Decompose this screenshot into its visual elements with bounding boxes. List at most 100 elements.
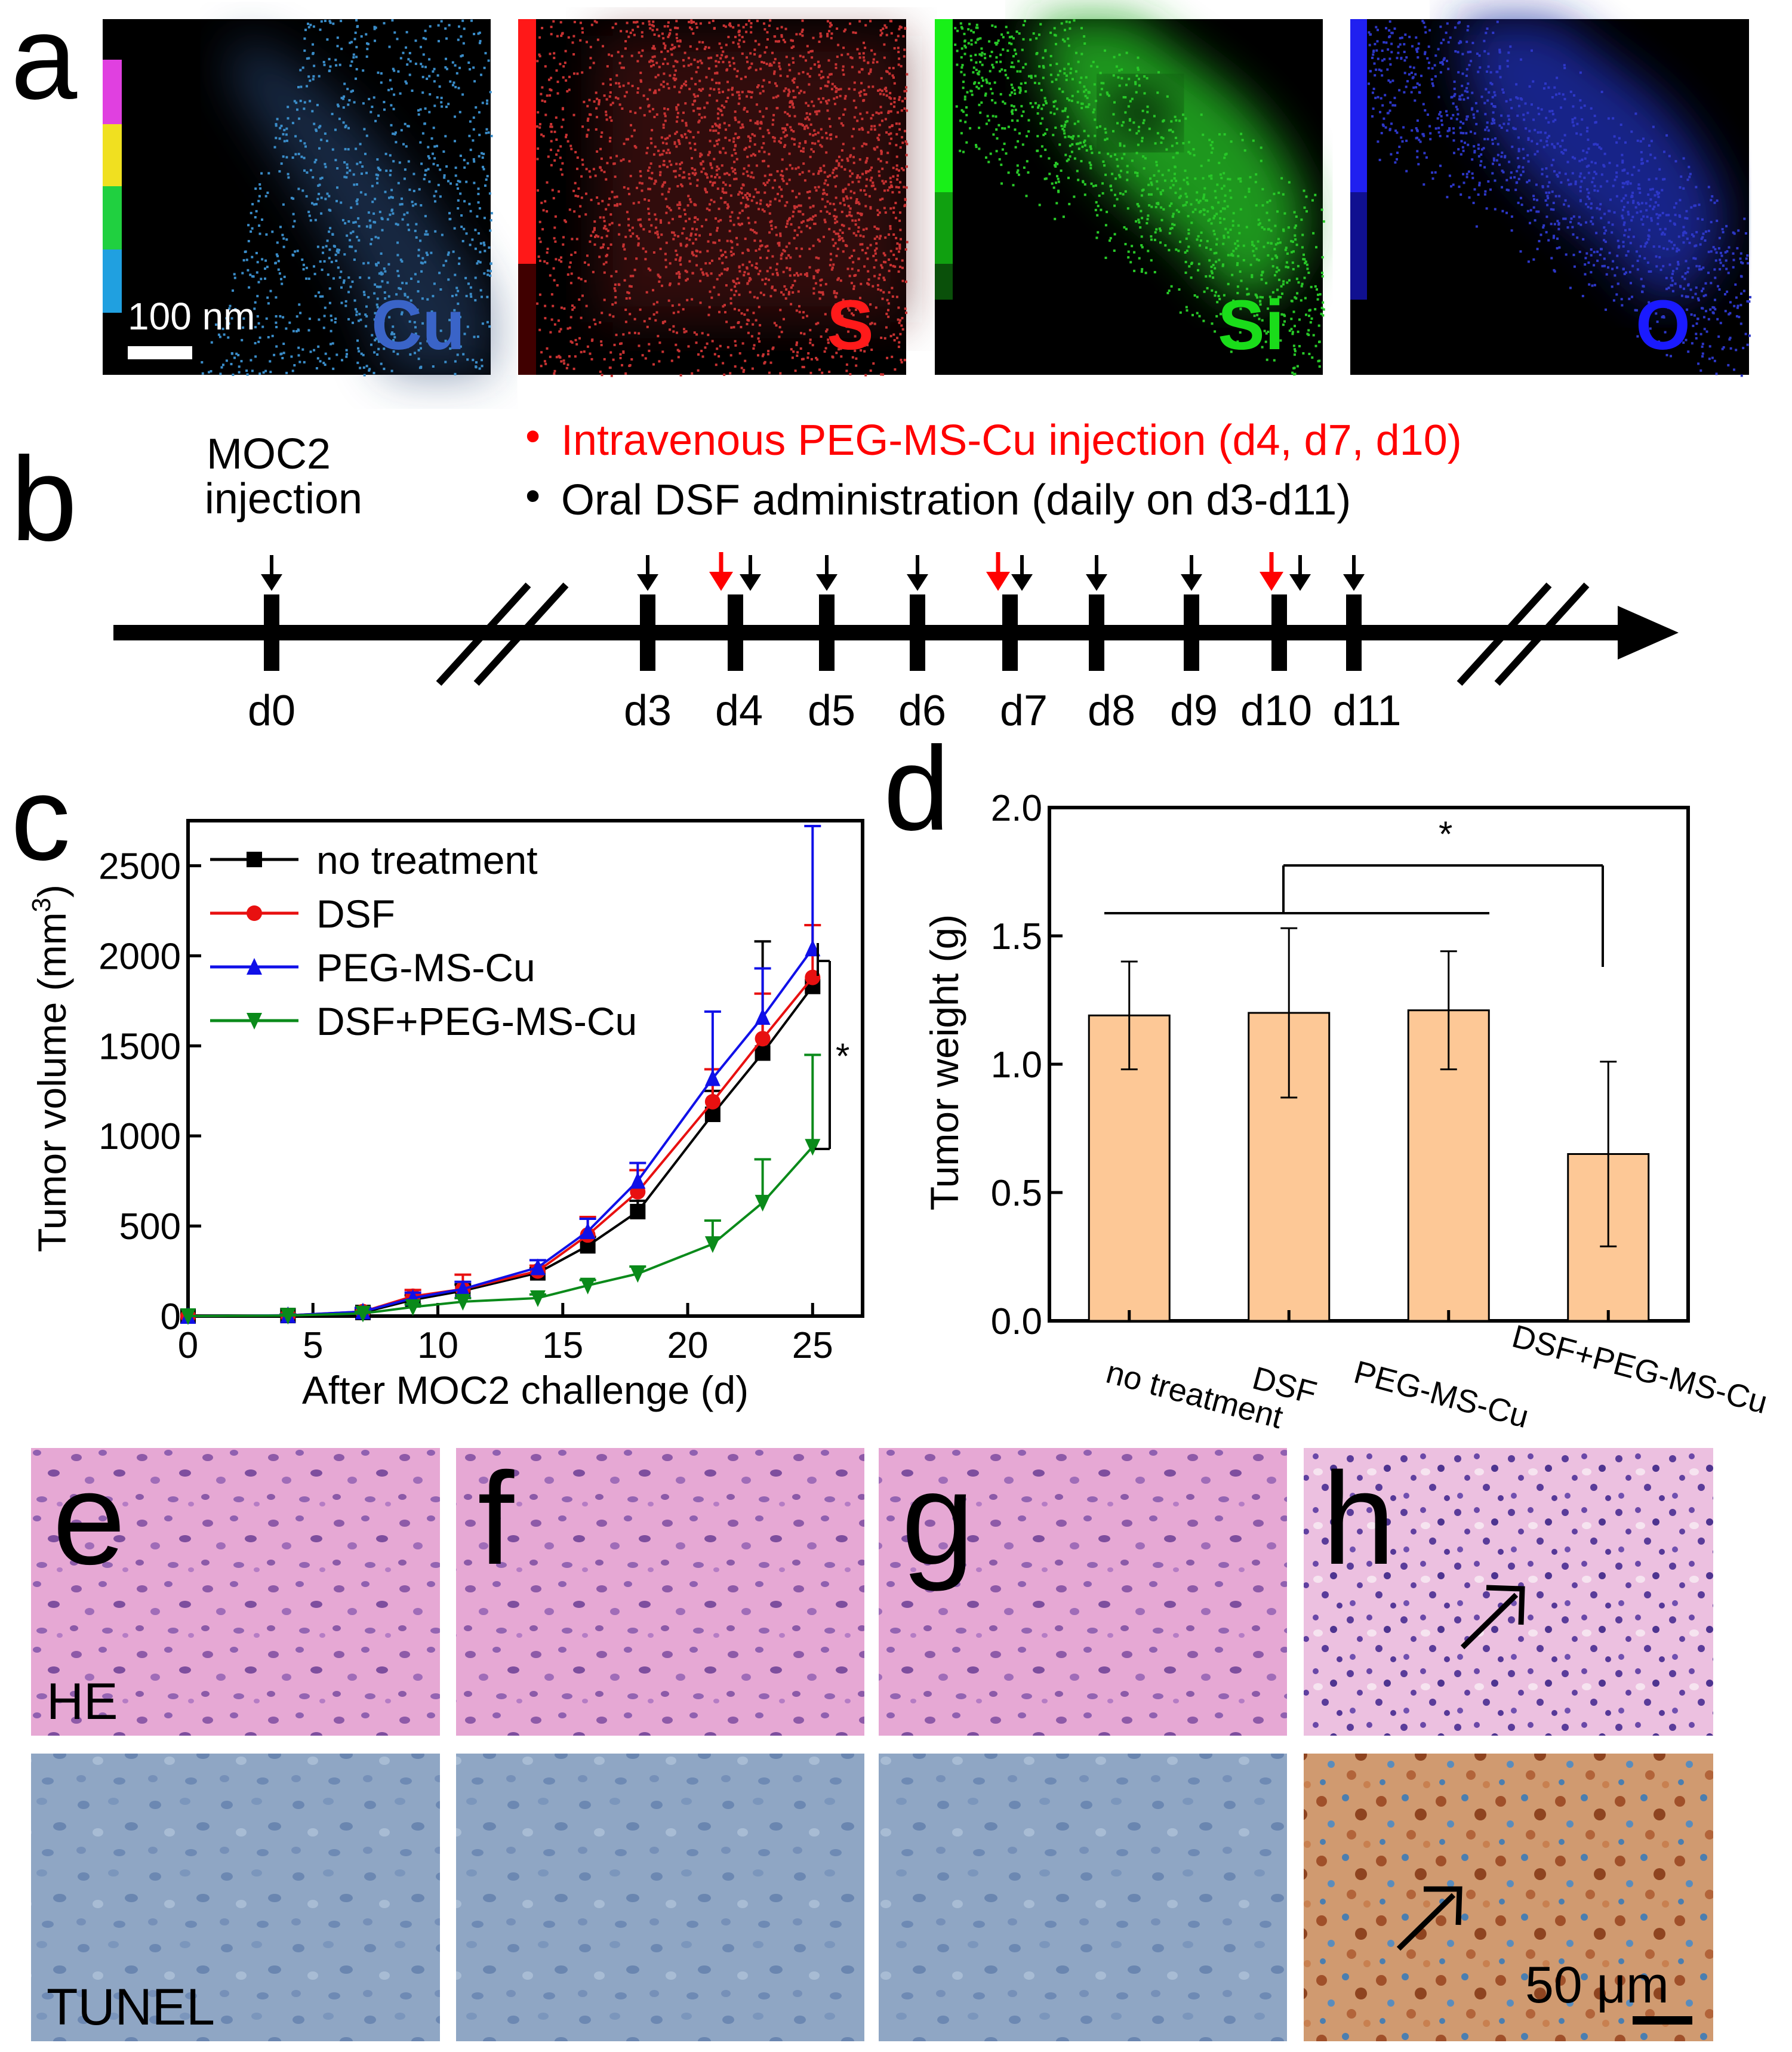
data-point-triangle-down [455, 1293, 471, 1311]
eds-map-cu: 100 nm Cu [103, 19, 493, 377]
timeline-tick-d10 [1271, 594, 1287, 671]
he-image-g [879, 1448, 1287, 1736]
chart-d-ytick-label: 0.5 [991, 1173, 1042, 1214]
series-line [187, 1145, 814, 1317]
timeline-ticks: d0 d3 d4 d5 d6 d7 d8 d9 d10 d11 [248, 552, 1401, 735]
colorbar-dark [518, 264, 536, 375]
chart-c-ytick-label: 500 [119, 1206, 181, 1247]
chart-c-ticks: 0 5 10 15 20 25 0 500 1000 1500 2000 2500 [98, 846, 833, 1366]
timeline-day-label: d0 [248, 687, 295, 735]
moc2-label-line1: MOC2 [207, 430, 331, 478]
timeline-tick-d0 [264, 594, 279, 671]
oral-dose-arrowhead [816, 574, 838, 591]
timeline-day-label: d3 [624, 687, 672, 735]
data-point-triangle-up [529, 1258, 546, 1275]
timeline-tick-d4 [728, 594, 743, 671]
chart-c-ytick-label: 0 [161, 1296, 181, 1338]
timeline-tick-d8 [1089, 594, 1104, 671]
legend-black-bullet: • [525, 472, 540, 520]
timeline: MOC2 injection • Intravenous PEG-MS-Cu i… [113, 412, 1679, 735]
chart-c-xtick-label: 20 [667, 1325, 709, 1366]
panel-letter-f: f [478, 1445, 515, 1592]
panel-letter-e: e [53, 1445, 125, 1592]
tunel-image-e [31, 1754, 440, 2041]
colorbar-yellow [103, 124, 122, 186]
timeline-tick-d7 [1002, 594, 1018, 671]
data-point-triangle-down [630, 1266, 646, 1283]
data-point-triangle-up [455, 1280, 471, 1297]
legend-iv-injection: Intravenous PEG-MS-Cu injection (d4, d7,… [561, 417, 1462, 464]
panel-letter-g: g [901, 1445, 974, 1592]
panel-letter-c: c [11, 752, 70, 885]
chart-c-legend: no treatment DSF PEG-MS-Cu DSF+PEG-MS-Cu [210, 838, 637, 1043]
legend-label: DSF+PEG-MS-Cu [316, 999, 637, 1043]
tunel-image-h [1304, 1754, 1713, 2041]
panel-letter-h: h [1322, 1445, 1395, 1592]
legend-oral-dsf: Oral DSF administration (daily on d3-d11… [561, 476, 1351, 524]
moc2-label-line2: injection [205, 475, 362, 523]
oral-dose-arrowhead [261, 574, 282, 591]
chart-c-xtick-label: 15 [542, 1325, 583, 1366]
timeline-day-label: d5 [808, 687, 855, 735]
colorbar-red [518, 19, 536, 264]
legend-red-bullet: • [525, 412, 540, 460]
timeline-tick-d5 [819, 594, 835, 671]
timeline-tick-d6 [910, 594, 925, 671]
data-point-triangle-down [704, 1236, 721, 1253]
he-image-f [456, 1448, 864, 1736]
data-point-triangle-up [247, 958, 262, 975]
data-point-triangle-up [630, 1172, 646, 1189]
eds-map-si-hole [1104, 80, 1177, 146]
eds-map-si: Si [935, 19, 1325, 376]
oral-dose-arrowhead [907, 574, 928, 591]
chart-c-series [180, 825, 821, 1325]
oral-dose-arrowhead [637, 574, 658, 591]
colorbar-green-bright [935, 19, 953, 192]
timeline-day-label: d4 [715, 687, 763, 735]
he-image-h [1304, 1448, 1713, 1736]
tunel-stain-label: TUNEL [47, 1979, 215, 2036]
colorbar-blue [103, 249, 122, 313]
oral-dose-arrowhead [740, 574, 761, 591]
oral-dose-arrowhead [1343, 574, 1365, 591]
scale-bar-50um [1633, 2016, 1692, 2025]
chart-c-ytick-label: 2000 [98, 936, 181, 977]
data-point-circle [247, 905, 262, 921]
chart-c-significance-bracket: * [815, 943, 849, 1150]
timeline-tick-d11 [1346, 594, 1362, 671]
data-point-triangle-down [755, 1194, 771, 1212]
chart-c-significance-star: * [836, 1036, 849, 1076]
eds-map-o: O [1350, 19, 1751, 377]
chart-c-ytick-label: 1000 [98, 1116, 181, 1157]
eds-label-s: S [827, 286, 874, 365]
data-point-square [630, 1203, 646, 1219]
bar-peg-ms-cu [1407, 1009, 1490, 1322]
oral-dose-arrowhead [1011, 574, 1033, 591]
arrow-he-h [1460, 1585, 1525, 1650]
data-point-triangle-down [180, 1308, 196, 1325]
histology-panels: e f g h HE TUNEL 50 μm [31, 1445, 1713, 2041]
data-point-triangle-up [704, 1069, 721, 1086]
chart-c-ylabel: Tumor volume (mm3) [27, 885, 74, 1252]
iv-injection-arrowhead [986, 572, 1010, 591]
data-point-triangle-down [247, 1013, 262, 1030]
eds-map-si-dots [954, 19, 1325, 376]
data-point-triangle-down [529, 1290, 546, 1307]
eds-label-si: Si [1218, 286, 1285, 365]
timeline-break-2 [1457, 582, 1590, 686]
eds-map-cu-dots [201, 19, 493, 377]
data-point-triangle-down [805, 1139, 821, 1156]
colorbar-blue-mid [1350, 192, 1367, 300]
panel-letter-a: a [11, 0, 78, 124]
colorbar-green [103, 186, 122, 249]
chart-c-ytick-label: 1500 [98, 1026, 181, 1067]
colorbar-green-dark [935, 264, 953, 300]
chart-d-ytick-label: 1.5 [991, 916, 1042, 957]
legend-label: DSF [316, 892, 395, 936]
data-point-circle [755, 1031, 771, 1047]
chart-d-category-label: PEG-MS-Cu [1350, 1354, 1532, 1435]
timeline-arrowhead [1618, 606, 1679, 660]
chart-d-category-label: DSF+PEG-MS-Cu [1508, 1318, 1771, 1421]
